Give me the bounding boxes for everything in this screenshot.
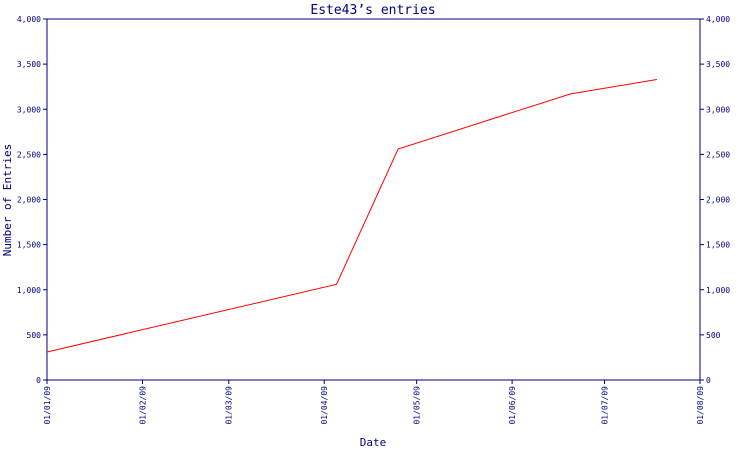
- x-tick-label: 01/04/09: [320, 386, 329, 425]
- y-tick-label: 1,500: [17, 241, 41, 250]
- y-tick-label-right: 3,000: [706, 105, 730, 114]
- x-axis-title: Date: [360, 436, 387, 449]
- y-tick-label-right: 2,500: [706, 150, 730, 159]
- series-layer: [46, 79, 657, 353]
- y-tick-label-right: 1,500: [706, 241, 730, 250]
- chart-title: Este43’s entries: [310, 3, 435, 18]
- y-tick-label-right: 1,000: [706, 286, 730, 295]
- left-y-ticks: 0 500 1,000 1,500 2,000 2,500 3,000 3,500 4,000: [17, 15, 47, 385]
- x-tick-label: 01/08/09: [696, 386, 705, 425]
- y-tick-label: 500: [27, 331, 42, 340]
- y-tick-label: 0: [36, 376, 41, 385]
- y-tick-label: 2,000: [17, 196, 41, 205]
- y-tick-label-right: 0: [706, 376, 711, 385]
- y-axis-title: Number of Entries: [1, 144, 14, 257]
- x-tick-label: 01/01/09: [43, 386, 52, 425]
- y-tick-label-right: 2,000: [706, 196, 730, 205]
- x-tick-label: 01/05/09: [413, 386, 422, 425]
- y-tick-label-right: 500: [706, 331, 721, 340]
- y-tick-label-right: 4,000: [706, 15, 730, 24]
- y-tick-label: 2,500: [17, 150, 41, 159]
- x-ticks: 01/01/09 01/02/09 01/03/09 01/04/09 01/05/09…: [43, 380, 705, 425]
- x-tick-label: 01/03/09: [225, 386, 234, 425]
- y-tick-label: 4,000: [17, 15, 41, 24]
- x-tick-label: 01/06/09: [508, 386, 517, 425]
- y-tick-label: 1,000: [17, 286, 41, 295]
- right-y-ticks: 0 500 1,000 1,500 2,000 2,500 3,000 3,500 4,000: [700, 15, 730, 385]
- y-tick-label: 3,000: [17, 105, 41, 114]
- x-tick-label: 01/02/09: [138, 386, 147, 425]
- y-tick-label-right: 3,500: [706, 60, 730, 69]
- series-line: [46, 79, 657, 353]
- y-tick-label: 3,500: [17, 60, 41, 69]
- x-tick-label: 01/07/09: [601, 386, 610, 425]
